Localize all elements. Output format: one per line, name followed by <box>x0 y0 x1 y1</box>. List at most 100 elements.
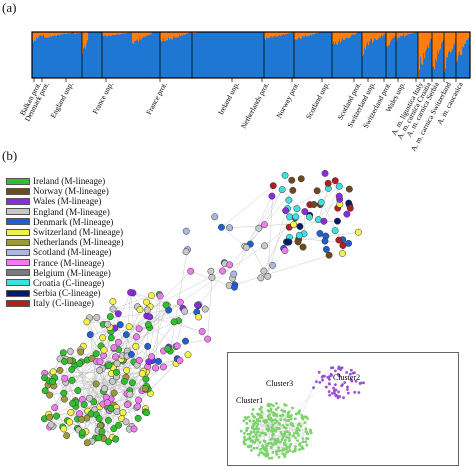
network-node <box>144 343 150 349</box>
inset-node <box>249 419 252 422</box>
legend-swatch <box>6 249 30 256</box>
inset-node <box>302 440 305 443</box>
network-node <box>114 408 120 414</box>
network-node <box>115 339 121 345</box>
network-node <box>136 326 142 332</box>
inset-node <box>245 422 248 425</box>
inset-node <box>281 433 284 436</box>
legend-label: Italy (C-lineage) <box>33 298 94 308</box>
inset-node <box>337 367 340 370</box>
legend-swatch <box>6 300 30 307</box>
network-node <box>282 207 288 213</box>
inset-node <box>250 449 253 452</box>
inset-node <box>260 416 263 419</box>
network-node <box>231 271 237 277</box>
network-node <box>152 365 158 371</box>
inset-node <box>279 414 282 417</box>
barplot-x-label: France prot. <box>144 80 169 116</box>
legend-label: Croatia (C-lineage) <box>33 278 104 288</box>
network-node <box>129 380 135 386</box>
network-node <box>202 306 208 312</box>
legend-swatch <box>6 218 30 225</box>
network-node <box>52 404 58 410</box>
network-node <box>289 177 295 183</box>
inset-node <box>275 453 278 456</box>
legend-item: Belgium (M-lineage) <box>6 268 124 278</box>
network-node <box>60 350 66 356</box>
inset-node <box>299 425 302 428</box>
inset-node <box>300 416 303 419</box>
inset-node <box>247 416 250 419</box>
network-node <box>339 250 345 256</box>
inset-node <box>251 413 254 416</box>
inset-node <box>275 402 278 405</box>
legend-swatch <box>6 188 30 195</box>
inset-node <box>285 427 288 430</box>
network-node <box>163 302 169 308</box>
network-node <box>108 335 114 341</box>
network-node <box>97 359 103 365</box>
inset-node <box>294 445 297 448</box>
inset-node <box>328 394 331 397</box>
inset-node <box>283 418 286 421</box>
inset-node <box>245 427 248 430</box>
legend-item: Scotland (M-lineage) <box>6 247 124 257</box>
barplot-x-label: England unp. <box>48 80 75 119</box>
inset-node <box>347 392 350 395</box>
inset-node <box>331 392 334 395</box>
inset-node <box>264 419 267 422</box>
inset-node <box>309 431 312 434</box>
barplot-x-label: Scotland unp. <box>304 80 331 120</box>
network-node <box>212 214 218 220</box>
legend-swatch <box>6 229 30 236</box>
inset-node <box>288 432 291 435</box>
network-node <box>261 243 267 249</box>
inset-node <box>296 432 299 435</box>
inset-node <box>295 429 298 432</box>
inset-node <box>342 396 345 399</box>
inset-node <box>294 448 297 451</box>
inset-node <box>252 426 255 429</box>
network-node <box>135 397 141 403</box>
inset-node <box>267 415 270 418</box>
network-node <box>107 313 113 319</box>
legend-item: Croatia (C-lineage) <box>6 278 124 288</box>
network-node <box>294 205 300 211</box>
network-node <box>96 416 102 422</box>
inset-node <box>271 437 274 440</box>
network-node <box>99 428 105 434</box>
network-node <box>50 369 56 375</box>
network-node <box>137 307 143 313</box>
legend-item: Norway (M-lineage) <box>6 186 124 196</box>
inset-node <box>325 386 328 389</box>
inset-node <box>305 428 308 431</box>
barplot-background <box>32 32 470 78</box>
network-node <box>194 302 200 308</box>
network-node <box>113 436 119 442</box>
network-node <box>105 417 111 423</box>
legend-swatch <box>6 259 30 266</box>
network-node <box>346 186 352 192</box>
inset-node <box>341 383 344 386</box>
legend-label: Wales (M-lineage) <box>33 196 101 206</box>
inset-node <box>275 415 278 418</box>
inset-node <box>305 430 308 433</box>
network-node <box>298 176 304 182</box>
inset-node <box>267 427 270 430</box>
network-node <box>57 367 63 373</box>
inset-node <box>334 383 337 386</box>
network-node <box>111 344 117 350</box>
inset-node <box>306 433 309 436</box>
inset-node <box>261 451 264 454</box>
inset-node <box>277 446 280 449</box>
barplot-x-labels: Balkan prot.Denmark prot.England unp.Fra… <box>18 78 465 153</box>
network-node <box>133 334 139 340</box>
network-node <box>148 292 154 298</box>
inset-node <box>288 415 291 418</box>
legend-item: England (M-lineage) <box>6 207 124 217</box>
legend-item: France (M-lineage) <box>6 258 124 268</box>
network-node <box>143 376 149 382</box>
network-node <box>185 352 191 358</box>
network-node <box>112 354 118 360</box>
network-node <box>115 422 121 428</box>
